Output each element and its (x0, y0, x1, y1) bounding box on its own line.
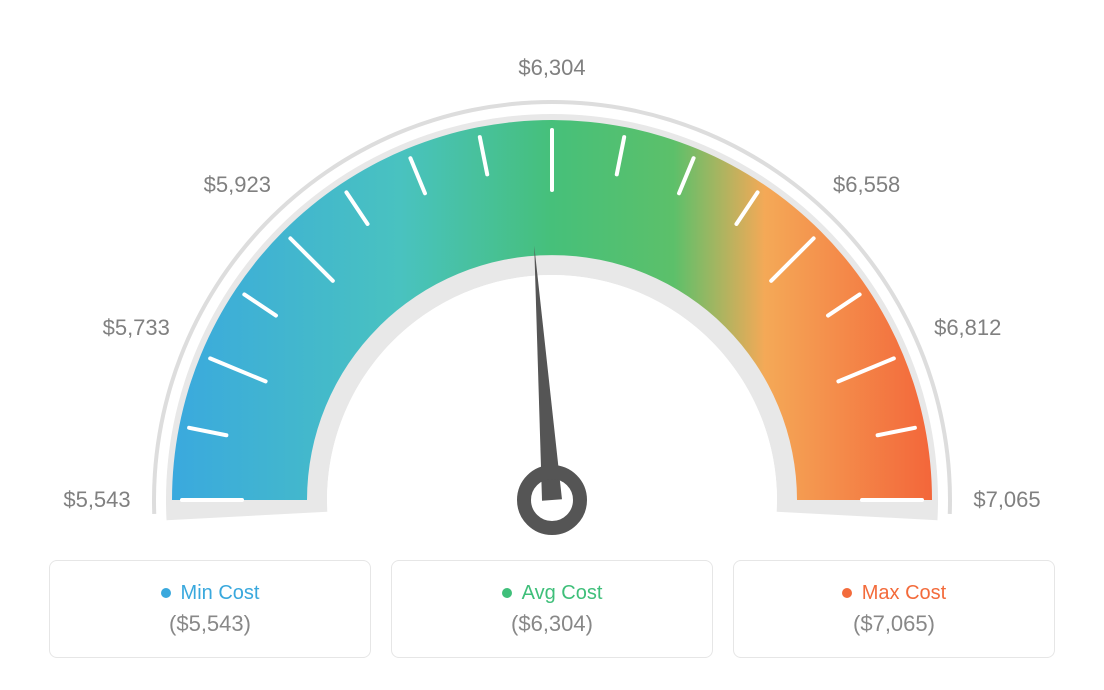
scale-label: $6,812 (934, 315, 1001, 341)
avg-cost-value: ($6,304) (511, 611, 593, 637)
avg-cost-card: Avg Cost ($6,304) (391, 560, 713, 658)
cost-gauge-chart: $5,543 $5,733 $5,923 $6,304 $6,558 $6,812 $7,0… (0, 0, 1104, 690)
avg-cost-label: Avg Cost (522, 582, 603, 605)
gauge-area: $5,543 $5,733 $5,923 $6,304 $6,558 $6,812 $7,0… (0, 0, 1104, 555)
scale-label: $7,065 (973, 487, 1040, 513)
max-cost-header: Max Cost (842, 582, 946, 605)
scale-label: $6,304 (518, 55, 585, 81)
min-cost-header: Min Cost (161, 582, 260, 605)
summary-cards: Min Cost ($5,543) Avg Cost ($6,304) Max … (0, 560, 1104, 658)
avg-dot-icon (502, 588, 512, 598)
min-cost-value: ($5,543) (169, 611, 251, 637)
max-cost-label: Max Cost (862, 582, 946, 605)
avg-cost-header: Avg Cost (502, 582, 603, 605)
min-cost-label: Min Cost (181, 582, 260, 605)
max-dot-icon (842, 588, 852, 598)
scale-label: $5,733 (103, 315, 170, 341)
max-cost-card: Max Cost ($7,065) (733, 560, 1055, 658)
scale-label: $5,543 (63, 487, 130, 513)
gauge-svg (0, 0, 1104, 555)
scale-label: $6,558 (833, 172, 900, 198)
scale-label: $5,923 (204, 172, 271, 198)
min-dot-icon (161, 588, 171, 598)
max-cost-value: ($7,065) (853, 611, 935, 637)
min-cost-card: Min Cost ($5,543) (49, 560, 371, 658)
